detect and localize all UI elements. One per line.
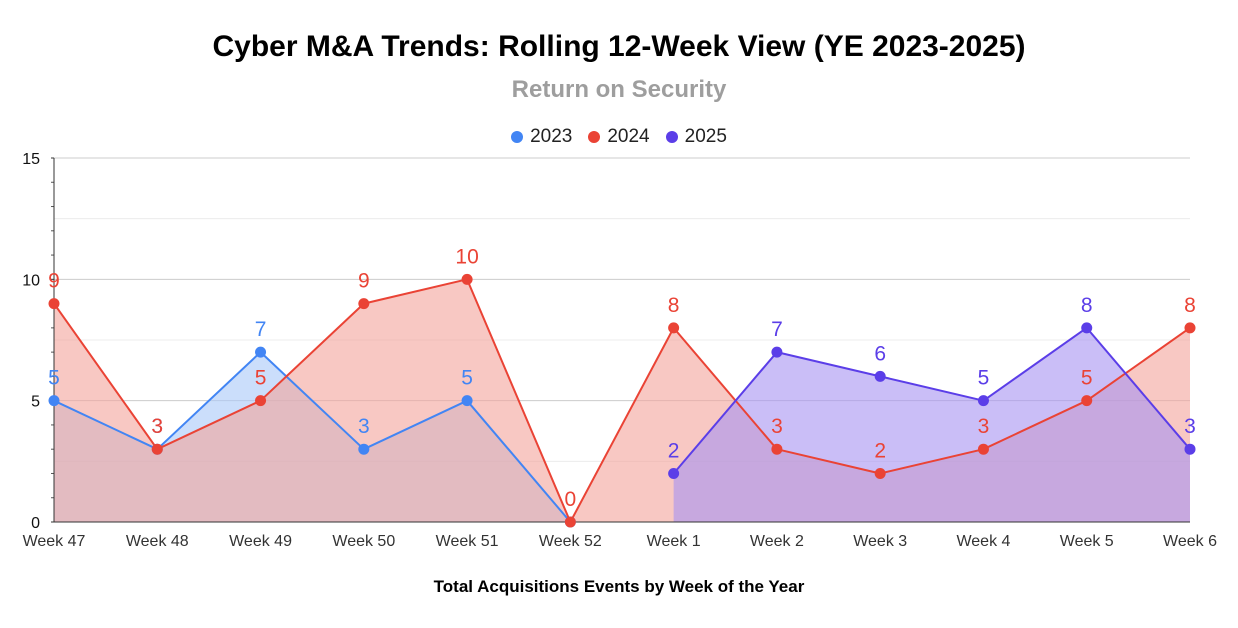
x-tick-label: Week 48 [126,533,189,550]
line-2024 [53,278,1191,523]
y-tick-label: 5 [31,394,40,411]
legend-item-2024[interactable]: 2024 [588,126,650,148]
point-2024[interactable] [1184,322,1196,334]
line-2023 [53,351,572,523]
point-2025[interactable] [1184,443,1196,455]
data-label-2024: 8 [668,294,680,317]
point-2024[interactable] [151,443,163,455]
point-2025[interactable] [668,467,680,479]
x-tick-label: Week 5 [1060,533,1114,550]
y-tick-label: 0 [31,515,40,532]
area-2025 [673,327,1190,522]
data-label-2024: 0 [565,488,577,511]
x-tick-label: Week 47 [23,533,86,550]
legend-marker-2025 [665,131,678,143]
legend: 2023 2024 2025 [0,126,1238,148]
data-label-2025: 6 [874,342,886,365]
point-2025[interactable] [977,395,989,407]
x-tick-label: Week 1 [647,533,701,550]
point-2024[interactable] [461,273,473,285]
data-label-2024: 5 [255,367,267,390]
point-2024[interactable] [358,298,370,310]
legend-label-2025: 2025 [684,126,727,147]
legend-label-2023: 2023 [530,126,573,147]
x-tick-label: Week 49 [229,533,292,550]
legend-marker-2023 [511,131,524,143]
data-label-2023: 5 [48,367,60,390]
x-tick-label: Week 51 [436,533,499,550]
series-lines [53,278,1191,523]
data-label-2023: 7 [255,318,267,341]
data-label-2024: 2 [874,439,886,462]
y-tick-label: 10 [22,272,40,289]
data-label-2024: 3 [978,415,990,438]
legend-item-2025[interactable]: 2025 [665,126,727,148]
data-label-2024: 3 [771,415,783,438]
x-tick-label: Week 6 [1163,533,1217,550]
point-2024[interactable] [668,322,680,334]
chart-title: Cyber M&A Trends: Rolling 12-Week View (… [212,30,1026,63]
data-label-2024: 10 [455,245,478,268]
x-tick-label: Week 3 [853,533,907,550]
point-2024[interactable] [255,395,267,407]
data-label-2025: 2 [668,439,680,462]
legend-label-2024: 2024 [607,126,650,147]
line-2025 [672,326,1191,475]
y-tick-label: 15 [22,151,40,168]
point-2024[interactable] [874,467,886,479]
x-tick-label: Week 4 [956,533,1010,550]
point-2025[interactable] [1081,322,1093,334]
data-label-2024: 8 [1184,294,1196,317]
point-2024[interactable] [564,516,576,528]
legend-marker-2024 [588,131,601,143]
x-tick-label: Week 52 [539,533,602,550]
point-2023[interactable] [255,346,267,358]
point-2024[interactable] [977,443,989,455]
point-2024[interactable] [1081,395,1093,407]
data-label-2024: 3 [151,415,163,438]
area-2024 [54,279,1190,522]
data-label-2025: 7 [771,318,783,341]
data-label-2023: 5 [461,367,473,390]
data-label-2024: 9 [358,270,370,293]
x-tick-label: Week 2 [750,533,804,550]
area-fills [54,279,1190,522]
point-2023[interactable] [48,395,60,407]
point-2023[interactable] [358,443,370,455]
data-label-2025: 8 [1081,294,1093,317]
data-label-2023: 3 [151,415,163,438]
legend-item-2023[interactable]: 2023 [511,126,572,148]
chart-subtitle: Return on Security [511,76,727,103]
data-label-2023: 3 [358,415,370,438]
data-label-2024: 9 [48,270,60,293]
point-2025[interactable] [771,346,783,358]
data-label-2025: 3 [1184,415,1196,438]
point-2025[interactable] [874,370,886,382]
point-2023[interactable] [461,395,473,407]
data-label-2025: 5 [978,367,990,390]
x-axis-title: Total Acquisitions Events by Week of the… [433,577,805,596]
point-2024[interactable] [771,443,783,455]
data-label-2024: 5 [1081,367,1093,390]
point-2024[interactable] [48,298,60,310]
x-tick-label: Week 50 [332,533,395,550]
data-points [48,273,1196,528]
